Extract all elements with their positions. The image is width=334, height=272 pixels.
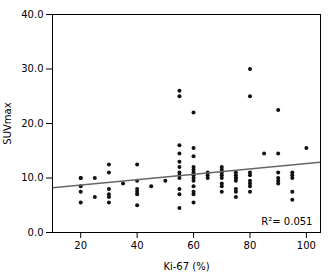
svg-text:20: 20: [74, 240, 87, 251]
svg-text:40: 40: [131, 240, 144, 251]
svg-text:SUVmax: SUVmax: [2, 102, 13, 144]
svg-text:60: 60: [187, 240, 200, 251]
svg-text:100: 100: [297, 240, 316, 251]
svg-text:0.0: 0.0: [28, 227, 44, 238]
svg-text:40.0: 40.0: [21, 9, 43, 20]
svg-text:20.0: 20.0: [21, 118, 43, 129]
svg-text:Ki-67 (%): Ki-67 (%): [163, 261, 209, 272]
svg-text:30.0: 30.0: [21, 63, 43, 74]
svg-text:R²= 0.051: R²= 0.051: [261, 216, 312, 227]
svg-text:80: 80: [244, 240, 257, 251]
svg-text:10.0: 10.0: [21, 172, 43, 183]
